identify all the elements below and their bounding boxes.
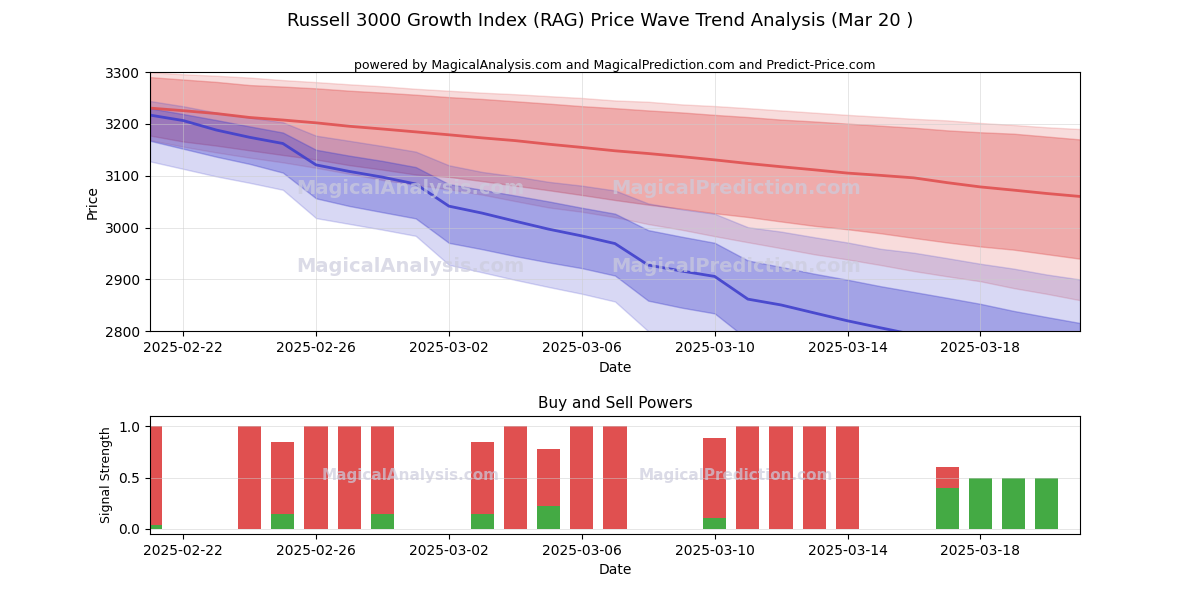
Bar bbox=[570, 427, 594, 529]
Bar bbox=[504, 427, 527, 529]
Bar bbox=[769, 427, 793, 529]
Bar bbox=[305, 427, 328, 529]
Bar bbox=[337, 427, 361, 529]
Bar bbox=[703, 437, 726, 529]
Bar bbox=[271, 442, 294, 529]
Y-axis label: Signal Strength: Signal Strength bbox=[100, 427, 113, 523]
Text: MagicalAnalysis.com: MagicalAnalysis.com bbox=[296, 257, 524, 276]
Text: MagicalPrediction.com: MagicalPrediction.com bbox=[638, 467, 833, 482]
Bar bbox=[271, 514, 294, 529]
Bar bbox=[936, 467, 959, 529]
Bar bbox=[1036, 478, 1058, 529]
Bar bbox=[371, 514, 394, 529]
Bar bbox=[703, 518, 726, 529]
Bar bbox=[803, 427, 826, 529]
Bar bbox=[238, 427, 262, 529]
Text: Russell 3000 Growth Index (RAG) Price Wave Trend Analysis (Mar 20 ): Russell 3000 Growth Index (RAG) Price Wa… bbox=[287, 12, 913, 30]
Bar bbox=[737, 427, 760, 529]
Bar bbox=[470, 442, 493, 529]
Bar bbox=[1002, 478, 1025, 529]
Bar bbox=[936, 488, 959, 529]
X-axis label: Date: Date bbox=[599, 361, 631, 374]
Text: MagicalPrediction.com: MagicalPrediction.com bbox=[611, 179, 860, 198]
Bar bbox=[604, 427, 626, 529]
Bar bbox=[138, 525, 162, 529]
Text: MagicalAnalysis.com: MagicalAnalysis.com bbox=[296, 179, 524, 198]
Bar bbox=[968, 478, 992, 529]
Bar bbox=[470, 514, 493, 529]
Text: MagicalPrediction.com: MagicalPrediction.com bbox=[611, 257, 860, 276]
Bar bbox=[1002, 478, 1025, 529]
Bar bbox=[371, 427, 394, 529]
Y-axis label: Price: Price bbox=[85, 185, 100, 218]
Bar bbox=[968, 478, 992, 529]
Bar bbox=[836, 427, 859, 529]
Bar bbox=[1036, 478, 1058, 529]
Title: powered by MagicalAnalysis.com and MagicalPrediction.com and Predict-Price.com: powered by MagicalAnalysis.com and Magic… bbox=[354, 59, 876, 72]
Bar bbox=[138, 427, 162, 529]
X-axis label: Date: Date bbox=[599, 563, 631, 577]
Bar bbox=[536, 449, 560, 529]
Bar bbox=[536, 506, 560, 529]
Title: Buy and Sell Powers: Buy and Sell Powers bbox=[538, 396, 692, 411]
Text: MagicalAnalysis.com: MagicalAnalysis.com bbox=[322, 467, 499, 482]
